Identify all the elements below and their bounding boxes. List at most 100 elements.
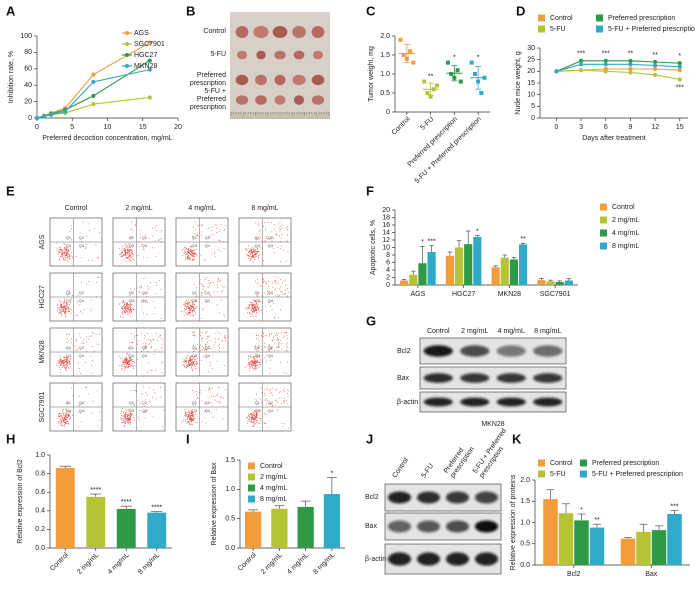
tumor xyxy=(311,74,325,86)
data-point xyxy=(628,66,633,72)
quadrant-label: Q4 xyxy=(268,298,274,303)
panel-letter: D xyxy=(516,3,525,18)
data-point xyxy=(653,59,658,65)
x-tick-label: 4 mg/mL xyxy=(286,552,310,576)
quadrant-label: Q4 xyxy=(142,243,148,248)
y-tick-label: 6 xyxy=(386,259,390,266)
blot-band xyxy=(496,345,526,357)
bar xyxy=(454,247,464,285)
x-tick-label: MKN28 xyxy=(498,291,521,298)
legend-swatch xyxy=(596,25,603,33)
panel-letter: J xyxy=(366,431,373,446)
tumor xyxy=(312,50,324,60)
significance-label: *** xyxy=(676,84,684,91)
panel-letter: E xyxy=(6,183,15,198)
quadrant-label: Q2 xyxy=(205,400,211,405)
blot-band xyxy=(533,397,563,407)
quadrant-label: Q2 xyxy=(79,290,85,295)
data-point xyxy=(472,72,477,76)
bar xyxy=(86,496,106,548)
data-point xyxy=(677,77,682,82)
quadrant-label: Q2 xyxy=(205,235,211,240)
series-line xyxy=(556,63,680,72)
data-point xyxy=(628,70,633,75)
bar xyxy=(543,499,558,565)
row-label: Bax xyxy=(365,523,378,530)
data-point xyxy=(422,79,427,84)
x-tick-label: 15 xyxy=(676,124,684,131)
y-axis-label: Relative expression of proteins xyxy=(510,474,517,570)
tumor xyxy=(311,95,325,105)
panel-letter: B xyxy=(186,3,195,18)
tumor xyxy=(292,26,306,38)
data-point xyxy=(653,66,658,72)
flow-events xyxy=(118,221,163,263)
y-axis-label: Relative expression of Bcl2 xyxy=(17,459,24,544)
data-point xyxy=(49,112,54,117)
legend-label: Preferred prescription xyxy=(608,15,675,22)
y-axis-label: Inhibition rate, % xyxy=(8,51,15,103)
blot-band xyxy=(445,491,470,504)
photo-row-label: Preferred prescription xyxy=(189,72,226,87)
quadrant-label: Q3 xyxy=(192,408,198,413)
y-tick-label: 0 xyxy=(28,115,32,122)
panel-letter: K xyxy=(512,431,522,446)
tumor xyxy=(256,50,266,60)
x-tick-label: Control xyxy=(237,551,258,572)
flow-events xyxy=(181,277,226,319)
quadrant-label: Q4 xyxy=(79,408,85,413)
bar xyxy=(564,280,573,285)
quadrant-label: Q2 xyxy=(142,400,148,405)
quadrant-label: Q1 xyxy=(255,290,261,295)
legend-marker xyxy=(125,31,129,35)
bar xyxy=(620,538,636,565)
data-point xyxy=(91,72,96,77)
y-tick-label: 14 xyxy=(382,229,390,236)
tumor xyxy=(292,74,306,86)
x-tick-label: AGS xyxy=(410,291,425,298)
quadrant-label: Q3 xyxy=(129,408,135,413)
series-line xyxy=(36,60,151,119)
bar xyxy=(558,513,574,565)
blot-band xyxy=(460,345,490,357)
blot-band xyxy=(387,491,412,504)
significance-label: *** xyxy=(428,238,436,245)
bar xyxy=(271,508,288,548)
data-point xyxy=(653,72,658,77)
legend-label: 5-FU xyxy=(550,26,566,33)
bar xyxy=(667,514,682,565)
legend-swatch xyxy=(600,242,607,250)
x-tick-label: 8 mg/mL xyxy=(137,552,161,576)
legend-label: 4 mg/mL xyxy=(612,230,639,237)
legend-label: 2 mg/mL xyxy=(260,474,287,481)
y-tick-label: 10 xyxy=(382,244,390,251)
row-label: Bcl2 xyxy=(365,494,379,501)
data-point xyxy=(435,83,440,88)
quadrant-label: Q4 xyxy=(79,298,85,303)
legend-label: 5-FU + Preferred prescription xyxy=(608,26,695,33)
flow-events xyxy=(57,277,100,318)
bar xyxy=(651,530,667,565)
panel-letter: G xyxy=(366,313,376,328)
data-point xyxy=(445,60,450,65)
legend-label: SGC7901 xyxy=(134,41,165,48)
significance-label: ** xyxy=(520,236,526,243)
quadrant-label: Q4 xyxy=(142,353,148,358)
blot-band xyxy=(496,397,526,407)
y-tick-label: 8 xyxy=(386,252,390,259)
quadrant-label: Q2 xyxy=(79,235,85,240)
significance-label: * xyxy=(477,54,480,61)
flow-events xyxy=(181,386,226,425)
series-line xyxy=(556,60,680,72)
flow-events xyxy=(245,276,290,319)
flow-events xyxy=(181,221,226,262)
data-point xyxy=(398,37,403,42)
x-tick-label: Bax xyxy=(645,571,658,578)
legend-swatch xyxy=(248,473,255,481)
y-tick-label: 1.0 xyxy=(225,486,235,493)
y-tick-label: 0.5 xyxy=(225,516,235,523)
bar xyxy=(147,512,167,548)
data-point xyxy=(579,62,584,67)
y-tick-label: 1.5 xyxy=(225,457,235,464)
quadrant-label: Q3 xyxy=(129,298,135,303)
